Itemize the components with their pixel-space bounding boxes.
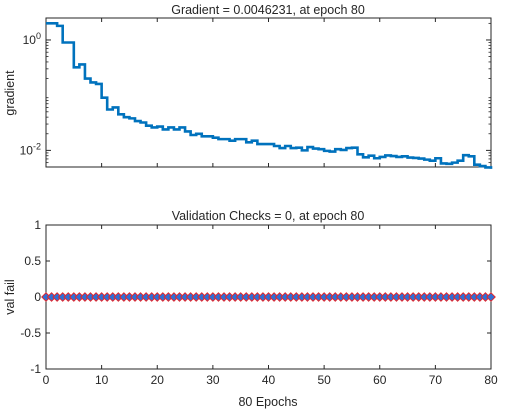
validation-x-tick-label: 20 — [151, 373, 165, 387]
validation-x-tick-label: 80 — [484, 373, 498, 387]
gradient-y-axis-label: gradient — [3, 70, 17, 116]
validation-plot-title: Validation Checks = 0, at epoch 80 — [172, 209, 365, 223]
gradient-plot: Gradient = 0.0046231, at epoch 80 gradie… — [3, 3, 493, 169]
gradient-line — [46, 22, 493, 169]
validation-x-tick-label: 60 — [373, 373, 387, 387]
validation-y-tick-label: 0.5 — [24, 254, 41, 268]
gradient-plot-title: Gradient = 0.0046231, at epoch 80 — [171, 3, 365, 17]
validation-series — [41, 292, 496, 302]
validation-point — [486, 292, 496, 302]
validation-y-tick-label: -1 — [30, 362, 41, 376]
validation-x-tick-label: 40 — [262, 373, 276, 387]
gradient-y-tick-label: 100 — [23, 31, 41, 47]
validation-y-tick-label: -0.5 — [20, 326, 41, 340]
validation-x-tick-label: 10 — [95, 373, 109, 387]
validation-x-tick-label: 70 — [429, 373, 443, 387]
gradient-axis-ticks: 10-2 100 — [20, 18, 492, 168]
validation-x-tick-label: 0 — [43, 373, 50, 387]
validation-x-axis-label: 80 Epochs — [238, 395, 297, 409]
gradient-plot-area — [45, 17, 492, 168]
validation-y-tick-label: 1 — [34, 218, 41, 232]
gradient-series — [46, 22, 493, 169]
validation-plot: Validation Checks = 0, at epoch 80 val f… — [3, 209, 498, 409]
gradient-y-tick-label: 10-2 — [20, 141, 41, 157]
validation-y-axis-label: val fail — [3, 279, 17, 314]
validation-x-tick-label: 50 — [317, 373, 331, 387]
validation-x-tick-label: 30 — [206, 373, 220, 387]
validation-y-tick-label: 0 — [34, 290, 41, 304]
